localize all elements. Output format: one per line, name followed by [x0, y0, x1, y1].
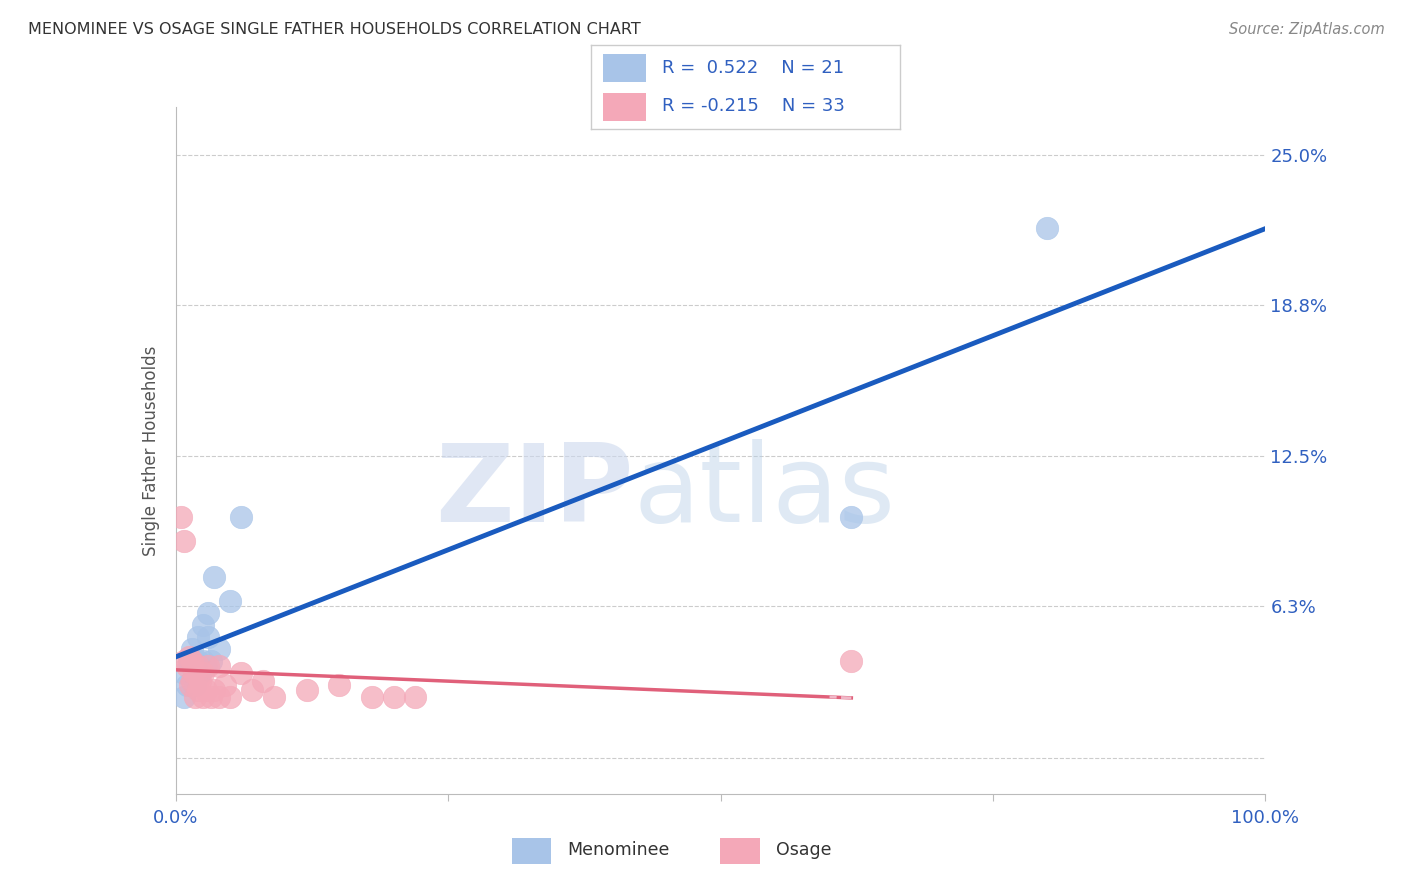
- Point: [240, 683, 263, 698]
- Point: [200, 654, 222, 668]
- Point: [177, 654, 200, 668]
- Point: [208, 659, 231, 673]
- Point: [202, 570, 225, 584]
- Point: [176, 659, 198, 673]
- Point: [184, 690, 207, 705]
- Point: [219, 690, 242, 705]
- Point: [186, 630, 209, 644]
- Point: [219, 594, 242, 608]
- Point: [202, 683, 225, 698]
- Point: [382, 690, 405, 705]
- Point: [200, 690, 222, 705]
- Point: [177, 649, 200, 664]
- Point: [181, 642, 204, 657]
- Text: R =  0.522    N = 21: R = 0.522 N = 21: [662, 60, 844, 78]
- Point: [188, 666, 211, 681]
- Point: [263, 690, 285, 705]
- Point: [208, 690, 231, 705]
- Point: [176, 678, 198, 692]
- Point: [173, 654, 195, 668]
- Point: [295, 683, 318, 698]
- Point: [173, 533, 195, 548]
- Point: [191, 666, 214, 681]
- Text: atlas: atlas: [633, 439, 896, 545]
- Point: [197, 659, 219, 673]
- Point: [191, 618, 214, 632]
- Point: [195, 683, 218, 698]
- Text: MENOMINEE VS OSAGE SINGLE FATHER HOUSEHOLDS CORRELATION CHART: MENOMINEE VS OSAGE SINGLE FATHER HOUSEHO…: [28, 22, 641, 37]
- FancyBboxPatch shape: [603, 54, 647, 82]
- Point: [186, 659, 209, 673]
- Point: [191, 654, 214, 668]
- Point: [173, 666, 195, 681]
- Point: [231, 509, 253, 524]
- Text: Menominee: Menominee: [567, 840, 669, 859]
- Point: [841, 509, 863, 524]
- Point: [841, 654, 863, 668]
- Point: [328, 678, 350, 692]
- Point: [208, 642, 231, 657]
- Point: [191, 690, 214, 705]
- Point: [195, 659, 218, 673]
- Point: [173, 690, 195, 705]
- Point: [197, 630, 219, 644]
- Point: [214, 678, 236, 692]
- Point: [170, 509, 193, 524]
- Point: [181, 673, 204, 688]
- Point: [184, 678, 207, 692]
- Y-axis label: Single Father Households: Single Father Households: [142, 345, 160, 556]
- Text: 100.0%: 100.0%: [1232, 809, 1299, 827]
- Point: [231, 666, 253, 681]
- Point: [183, 666, 205, 681]
- Text: 0.0%: 0.0%: [153, 809, 198, 827]
- Point: [186, 683, 209, 698]
- Point: [252, 673, 274, 688]
- Point: [188, 673, 211, 688]
- Text: ZIP: ZIP: [434, 439, 633, 545]
- Point: [197, 606, 219, 620]
- Text: Source: ZipAtlas.com: Source: ZipAtlas.com: [1229, 22, 1385, 37]
- Bar: [512, 838, 551, 863]
- Text: Osage: Osage: [776, 840, 831, 859]
- Text: R = -0.215    N = 33: R = -0.215 N = 33: [662, 97, 845, 115]
- Point: [405, 690, 427, 705]
- Point: [360, 690, 382, 705]
- FancyBboxPatch shape: [603, 93, 647, 120]
- Point: [181, 654, 204, 668]
- Point: [1036, 220, 1059, 235]
- Bar: [720, 838, 759, 863]
- Point: [186, 654, 209, 668]
- Point: [179, 678, 201, 692]
